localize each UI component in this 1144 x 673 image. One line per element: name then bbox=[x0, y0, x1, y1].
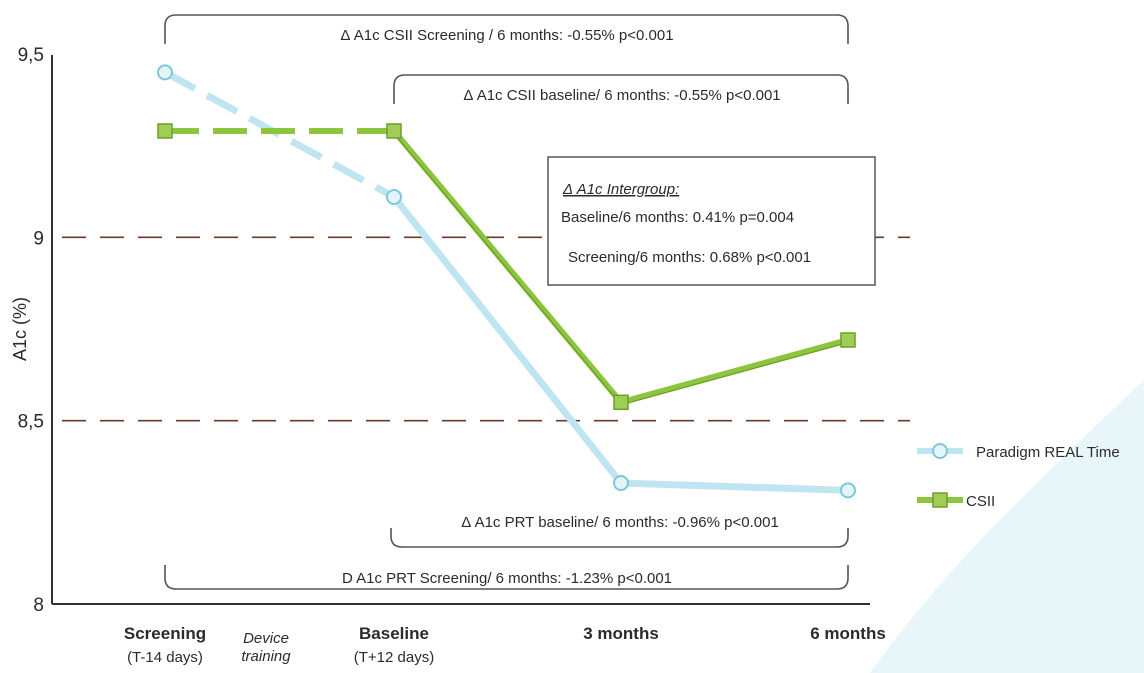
bracket-top-inner bbox=[393, 74, 849, 104]
bracket-top-outer bbox=[164, 14, 849, 44]
series-1-segment-edge-1 bbox=[393, 133, 622, 406]
legend-marker-paradigm bbox=[932, 443, 948, 459]
series-1-point-3 bbox=[840, 332, 856, 348]
series-layer bbox=[157, 64, 856, 499]
series-0-point-2 bbox=[613, 474, 629, 491]
intergroup-box bbox=[547, 156, 876, 286]
annotation-top-outer: Δ A1c CSII Screening / 6 months: -0.55% … bbox=[340, 27, 673, 44]
legend-label-csii: CSII bbox=[966, 493, 995, 510]
intergroup-box-line2: Screening/6 months: 0.68% p<0.001 bbox=[568, 249, 811, 266]
series-0-segment-1 bbox=[391, 194, 624, 486]
intergroup-box-title: Δ A1c Intergroup: bbox=[562, 181, 679, 198]
series-0-point-3 bbox=[840, 482, 856, 499]
x-label-baseline: Baseline bbox=[359, 624, 429, 643]
legend-marker-csii bbox=[932, 492, 948, 508]
annotation-top-inner: Δ A1c CSII baseline/ 6 months: -0.55% p<… bbox=[463, 87, 780, 104]
y-tick-label: 8,5 bbox=[18, 412, 44, 433]
legend-label-paradigm: Paradigm REAL Time bbox=[976, 444, 1120, 461]
annotation-bottom-inner: Δ A1c PRT baseline/ 6 months: -0.96% p<0… bbox=[461, 514, 779, 531]
series-1-point-0 bbox=[157, 123, 173, 139]
series-1-point-2 bbox=[613, 394, 629, 411]
bracket-bottom-outer bbox=[164, 565, 849, 590]
series-1-segment-edge-2 bbox=[620, 341, 849, 406]
bracket-bottom-inner bbox=[390, 528, 849, 548]
intergroup-box-line1: Baseline/6 months: 0.41% p=0.004 bbox=[561, 209, 794, 226]
x-tick-labels: Screening (T-14 days) Device training Bas… bbox=[124, 624, 886, 666]
series-1-segment-2 bbox=[620, 337, 849, 406]
series-0-segment-2 bbox=[620, 479, 849, 494]
series-0-point-1 bbox=[386, 188, 402, 205]
y-tick-label: 8 bbox=[33, 595, 44, 616]
x-label-screening: Screening bbox=[124, 624, 206, 643]
y-tick-label: 9,5 bbox=[18, 45, 44, 66]
x-sublabel-screening: (T-14 days) bbox=[127, 649, 203, 666]
background-swoosh bbox=[870, 380, 1144, 673]
series-0-point-0 bbox=[157, 64, 173, 81]
x-label-3-months: 3 months bbox=[583, 624, 659, 643]
x-sublabel-device-training: Device training bbox=[241, 630, 291, 665]
x-label-6-months: 6 months bbox=[810, 624, 886, 643]
series-0-segment-0 bbox=[163, 69, 396, 201]
x-sublabel-baseline: (T+12 days) bbox=[354, 649, 434, 666]
y-tick-label: 9 bbox=[33, 228, 44, 249]
annotation-brackets bbox=[164, 14, 849, 590]
y-axis-label: A1c (%) bbox=[10, 297, 30, 361]
legend: Paradigm REAL Time CSII bbox=[917, 443, 1120, 510]
series-1-segment-1 bbox=[391, 129, 624, 405]
y-tick-labels: 8 8,5 9 9,5 bbox=[18, 45, 44, 616]
series-1-point-1 bbox=[386, 123, 402, 139]
annotation-bottom-outer: D A1c PRT Screening/ 6 months: -1.23% p<… bbox=[342, 570, 672, 587]
